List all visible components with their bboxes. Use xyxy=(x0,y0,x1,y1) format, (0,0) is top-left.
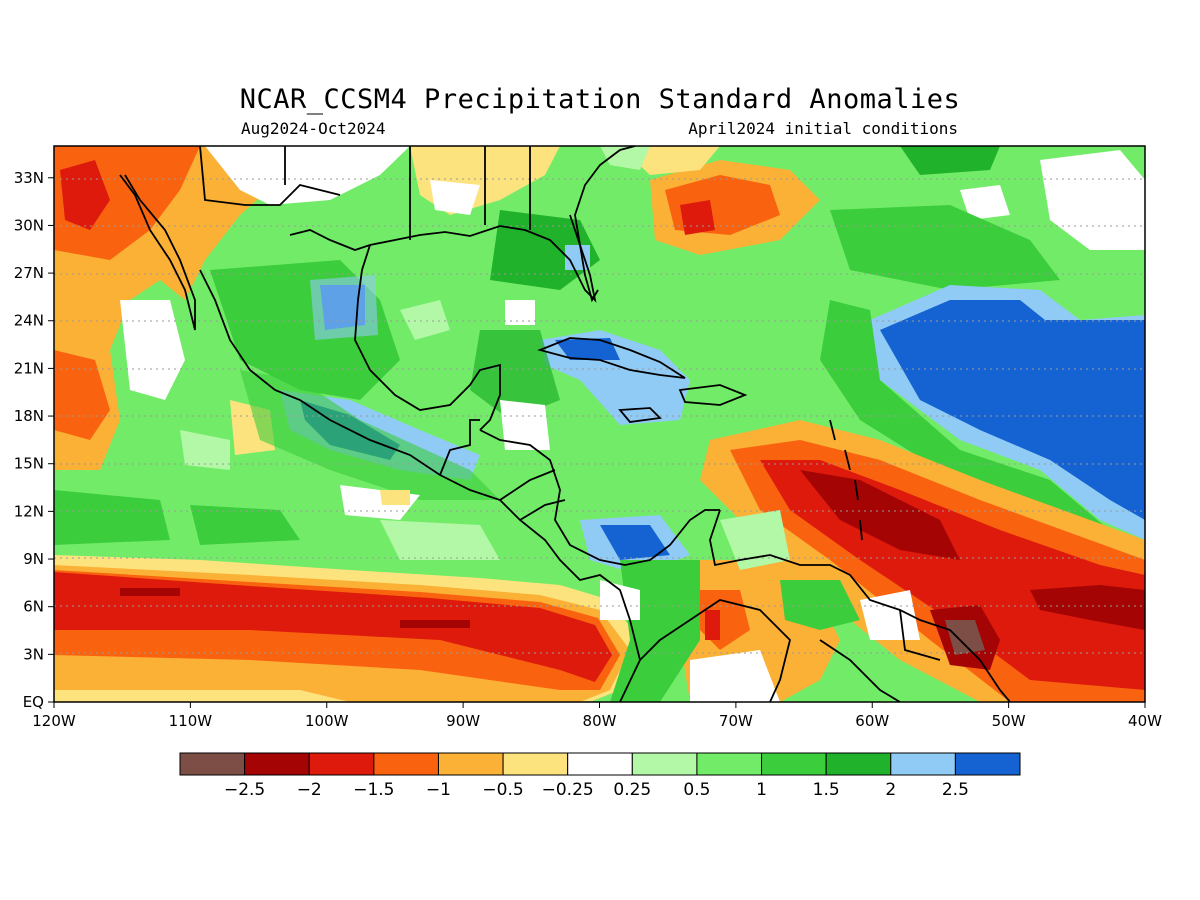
colorbar-label: 1 xyxy=(756,780,767,800)
colorbar-swatch xyxy=(761,752,827,776)
colorbar-swatch xyxy=(179,752,246,776)
lat-tick-label: 3N xyxy=(23,645,44,663)
lon-tick-label: 90W xyxy=(446,712,480,730)
lon-tick-label: 60W xyxy=(855,712,889,730)
coastlines xyxy=(119,146,1011,702)
colorbar-swatch xyxy=(890,752,956,776)
lat-tick-label: 15N xyxy=(14,455,44,473)
lon-tick-label: 110W xyxy=(169,712,213,730)
colorbar-label: −2 xyxy=(297,780,322,800)
lat-tick-label: 33N xyxy=(14,169,44,187)
colorbar-label: 0.25 xyxy=(613,780,651,800)
colorbar-swatch xyxy=(631,752,698,776)
lon-tick-label: 120W xyxy=(32,712,76,730)
colorbar-swatch xyxy=(373,752,439,776)
colorbar-label: 2 xyxy=(885,780,896,800)
colorbar-swatch xyxy=(502,752,569,776)
lat-tick-label: 9N xyxy=(23,550,44,568)
lat-tick-label: 24N xyxy=(14,312,44,330)
colorbar-label: 2.5 xyxy=(942,780,969,800)
colorbar-label: −0.25 xyxy=(542,780,594,800)
colorbar-label: 0.5 xyxy=(683,780,710,800)
grid-lines xyxy=(54,178,1145,654)
anomaly-field xyxy=(54,146,1145,702)
lat-tick-label: 27N xyxy=(14,264,44,282)
colorbar-swatch xyxy=(696,752,763,776)
colorbar-swatch xyxy=(954,752,1021,776)
colorbar-swatch xyxy=(437,752,504,776)
lat-tick-label: 6N xyxy=(23,598,44,616)
colorbar-label: −1 xyxy=(426,780,451,800)
colorbar-swatch xyxy=(244,752,310,776)
colorbar-label: −2.5 xyxy=(224,780,265,800)
colorbar-swatch xyxy=(308,752,375,776)
colorbar-label: −1.5 xyxy=(353,780,394,800)
colorbar-label: 1.5 xyxy=(813,780,840,800)
colorbar-swatch xyxy=(567,752,633,776)
lon-tick-label: 80W xyxy=(583,712,617,730)
colorbar: −2.5 −2 −1.5 −1 −0.5 −0.25 0.25 0.5 1 1.5 2 2.5 xyxy=(179,752,1021,800)
lat-tick-label: EQ xyxy=(23,693,44,711)
map-title: NCAR_CCSM4 Precipitation Standard Anomal… xyxy=(239,84,961,115)
lon-tick-label: 50W xyxy=(992,712,1026,730)
colorbar-label: −0.5 xyxy=(482,780,523,800)
initial-conditions: April2024 initial conditions xyxy=(688,119,958,138)
colorbar-swatch xyxy=(825,752,892,776)
lon-tick-label: 100W xyxy=(305,712,349,730)
forecast-period: Aug2024-Oct2024 xyxy=(241,119,386,138)
axis-ticks: 120W 110W 100W 90W 80W 70W 60W 50W 40W EQ 3N 6N 9N 12… xyxy=(14,169,1162,730)
lat-tick-label: 21N xyxy=(14,359,44,377)
lon-tick-label: 70W xyxy=(719,712,753,730)
lat-tick-label: 12N xyxy=(14,502,44,520)
lat-tick-label: 18N xyxy=(14,407,44,425)
lat-tick-label: 30N xyxy=(14,216,44,234)
lon-tick-label: 40W xyxy=(1128,712,1162,730)
